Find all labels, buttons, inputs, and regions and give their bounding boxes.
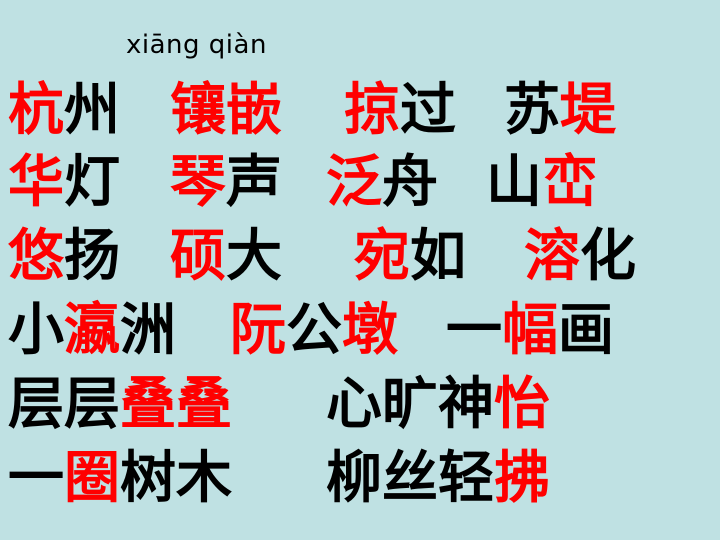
word-line: 华灯 琴声 泛舟 山峦 bbox=[0, 148, 720, 218]
highlighted-character: 华 bbox=[8, 150, 64, 215]
vocab-word: 小瀛洲 bbox=[8, 296, 176, 366]
vocab-word: 悠扬 bbox=[8, 222, 120, 292]
character: 灯 bbox=[64, 150, 120, 215]
character: 化 bbox=[580, 224, 636, 289]
character: 山 bbox=[486, 150, 542, 215]
vocab-word: 琴声 bbox=[170, 148, 282, 218]
vocab-word: 镶嵌 bbox=[170, 76, 282, 146]
highlighted-character: 掠 bbox=[344, 78, 400, 143]
highlighted-character: 阮 bbox=[230, 298, 286, 363]
highlighted-character: 墩 bbox=[342, 298, 398, 363]
word-line: 悠扬 硕大 宛如 溶化 bbox=[0, 222, 720, 292]
character: 丝 bbox=[382, 446, 438, 511]
character: 公 bbox=[286, 298, 342, 363]
character: 层 bbox=[8, 372, 64, 437]
character: 舟 bbox=[382, 150, 438, 215]
highlighted-character: 杭 bbox=[8, 78, 64, 143]
word-line: 杭州 镶嵌 掠过 苏堤 bbox=[0, 76, 720, 146]
character: 州 bbox=[64, 78, 120, 143]
highlighted-character: 宛 bbox=[354, 224, 410, 289]
character: 画 bbox=[558, 298, 614, 363]
vocab-word: 杭州 bbox=[8, 76, 120, 146]
character: 大 bbox=[226, 224, 282, 289]
character: 如 bbox=[410, 224, 466, 289]
highlighted-character: 镶 bbox=[170, 78, 226, 143]
pinyin-annotation: xiāng qiàn bbox=[126, 30, 267, 60]
vocab-word: 宛如 bbox=[354, 222, 466, 292]
character: 神 bbox=[438, 372, 494, 437]
vocab-word: 掠过 bbox=[344, 76, 456, 146]
highlighted-character: 溶 bbox=[524, 224, 580, 289]
vocab-word: 心旷神怡 bbox=[326, 370, 550, 440]
character: 一 bbox=[8, 446, 64, 511]
highlighted-character: 嵌 bbox=[226, 78, 282, 143]
character: 洲 bbox=[120, 298, 176, 363]
vocab-word: 硕大 bbox=[170, 222, 282, 292]
vocab-word: 柳丝轻拂 bbox=[326, 444, 550, 514]
highlighted-character: 悠 bbox=[8, 224, 64, 289]
vocab-word: 层层叠叠 bbox=[8, 370, 232, 440]
highlighted-character: 拂 bbox=[494, 446, 550, 511]
vocab-word: 泛舟 bbox=[326, 148, 438, 218]
character: 过 bbox=[400, 78, 456, 143]
vocab-word: 一幅画 bbox=[446, 296, 614, 366]
word-line: 一圈树木 柳丝轻拂 bbox=[0, 444, 720, 514]
character: 树 bbox=[120, 446, 176, 511]
highlighted-character: 瀛 bbox=[64, 298, 120, 363]
character: 一 bbox=[446, 298, 502, 363]
character: 层 bbox=[64, 372, 120, 437]
highlighted-character: 泛 bbox=[326, 150, 382, 215]
character: 木 bbox=[176, 446, 232, 511]
vocab-word: 一圈树木 bbox=[8, 444, 232, 514]
character: 小 bbox=[8, 298, 64, 363]
highlighted-character: 琴 bbox=[170, 150, 226, 215]
highlighted-character: 圈 bbox=[64, 446, 120, 511]
vocab-word: 苏堤 bbox=[504, 76, 616, 146]
character: 扬 bbox=[64, 224, 120, 289]
character: 旷 bbox=[382, 372, 438, 437]
word-line: 层层叠叠 心旷神怡 bbox=[0, 370, 720, 440]
character: 苏 bbox=[504, 78, 560, 143]
highlighted-character: 堤 bbox=[560, 78, 616, 143]
highlighted-character: 怡 bbox=[494, 372, 550, 437]
highlighted-character: 峦 bbox=[542, 150, 598, 215]
word-line: 小瀛洲 阮公墩 一幅画 bbox=[0, 296, 720, 366]
character: 轻 bbox=[438, 446, 494, 511]
vocab-word: 华灯 bbox=[8, 148, 120, 218]
highlighted-character: 叠 bbox=[176, 372, 232, 437]
character: 心 bbox=[326, 372, 382, 437]
vocab-word: 山峦 bbox=[486, 148, 598, 218]
character: 声 bbox=[226, 150, 282, 215]
vocab-word: 溶化 bbox=[524, 222, 636, 292]
character: 柳 bbox=[326, 446, 382, 511]
highlighted-character: 幅 bbox=[502, 298, 558, 363]
highlighted-character: 叠 bbox=[120, 372, 176, 437]
vocab-word: 阮公墩 bbox=[230, 296, 398, 366]
highlighted-character: 硕 bbox=[170, 224, 226, 289]
